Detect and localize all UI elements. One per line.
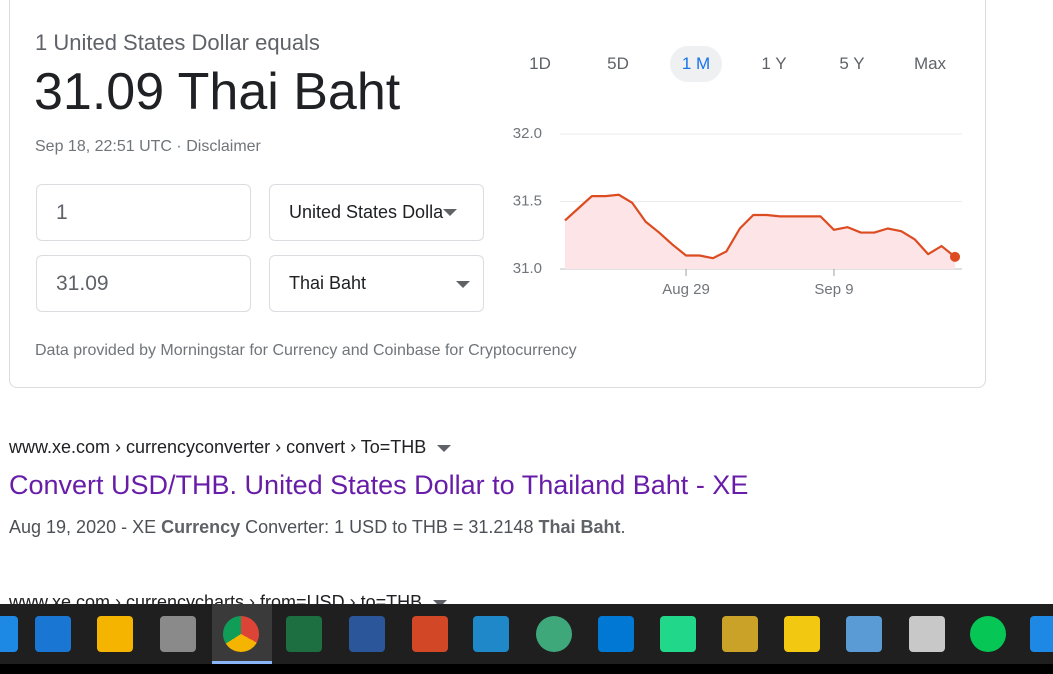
breadcrumb-text: www.xe.com › currencyconverter › convert… — [9, 437, 427, 457]
powerbi-icon[interactable] — [784, 616, 820, 652]
converter-card — [9, 0, 986, 388]
taskbar-edge — [0, 664, 1053, 674]
from-currency-select[interactable]: United States Dolla — [269, 184, 484, 241]
breadcrumb: www.xe.com › currencyconverter › convert… — [9, 437, 452, 458]
from-amount-input[interactable]: 1 — [36, 184, 251, 241]
mail-icon[interactable] — [35, 616, 71, 652]
excel-icon[interactable] — [286, 616, 322, 652]
atom-icon[interactable] — [536, 616, 572, 652]
menu-arrow[interactable] — [437, 444, 452, 452]
tools-icon[interactable] — [722, 616, 758, 652]
chart: 31.0 31.5 32.0 Aug 29 Sep 9 — [513, 125, 962, 298]
converter-heading: 1 United States Dollar equals — [35, 30, 320, 55]
word-icon[interactable] — [349, 616, 385, 652]
line — [564, 193, 956, 260]
separator: · — [176, 138, 182, 155]
snippet-text: . — [620, 517, 626, 537]
range-button[interactable]: Max — [913, 54, 947, 73]
range-button[interactable]: 1 M — [670, 46, 722, 82]
taskbar — [0, 604, 1053, 664]
explorer-icon[interactable] — [97, 616, 133, 652]
y-tick-label: 31.5 — [513, 192, 542, 209]
calculator-icon[interactable] — [160, 616, 196, 652]
range-button[interactable]: 5D — [607, 54, 629, 73]
data-source: Data provided by Morningstar for Currenc… — [35, 342, 577, 359]
range-button[interactable]: 1 Y — [761, 54, 787, 73]
to-amount: 31.09 — [56, 271, 109, 295]
chrome-icon[interactable] — [223, 616, 259, 652]
menu-arrow[interactable] — [433, 599, 448, 607]
x-tick-label: Sep 9 — [814, 281, 853, 298]
app-icon[interactable] — [1030, 616, 1053, 652]
snippet-text: Converter: 1 USD to THB = 31.2148 — [240, 517, 539, 537]
pycharm-icon[interactable] — [660, 616, 696, 652]
y-tick-label: 31.0 — [513, 260, 542, 277]
to-currency-select[interactable]: Thai Baht — [269, 255, 484, 312]
dropdown-arrow — [443, 209, 458, 216]
to-amount-input[interactable]: 31.09 — [36, 255, 251, 312]
result-title[interactable]: Convert USD/THB. United States Dollar to… — [9, 470, 749, 500]
app-icon[interactable] — [473, 616, 509, 652]
snippet-bold: Currency — [161, 517, 241, 537]
range-button[interactable]: 5 Y — [839, 54, 865, 73]
result-snippet: Aug 19, 2020 - XE Currency Converter: 1 … — [9, 517, 626, 538]
x-tick-label: Aug 29 — [662, 281, 710, 298]
edge-icon[interactable] — [0, 616, 18, 652]
vscode-icon[interactable] — [598, 616, 634, 652]
snippet-bold: Thai Baht — [538, 517, 621, 537]
timestamp: Sep 18, 22:51 UTC — [35, 138, 172, 155]
area — [565, 194, 955, 269]
timestamp-line: Sep 18, 22:51 UTC · Disclaimer — [35, 138, 261, 156]
to-currency: Thai Baht — [289, 273, 367, 293]
last-point — [950, 251, 960, 262]
python-icon[interactable] — [909, 616, 945, 652]
dropdown-arrow — [456, 281, 470, 288]
y-tick-label: 32.0 — [513, 125, 542, 142]
snippet-text: Aug 19, 2020 - XE — [9, 517, 162, 537]
azure-icon[interactable] — [846, 616, 882, 652]
powerpoint-icon[interactable] — [412, 616, 448, 652]
range-button[interactable]: 1D — [529, 54, 551, 73]
converter-rate: 31.09 Thai Baht — [34, 63, 401, 121]
line-icon[interactable] — [970, 616, 1006, 652]
from-currency: United States Dolla — [289, 202, 444, 222]
disclaimer-link[interactable]: Disclaimer — [186, 138, 261, 155]
from-amount: 1 — [56, 200, 68, 224]
